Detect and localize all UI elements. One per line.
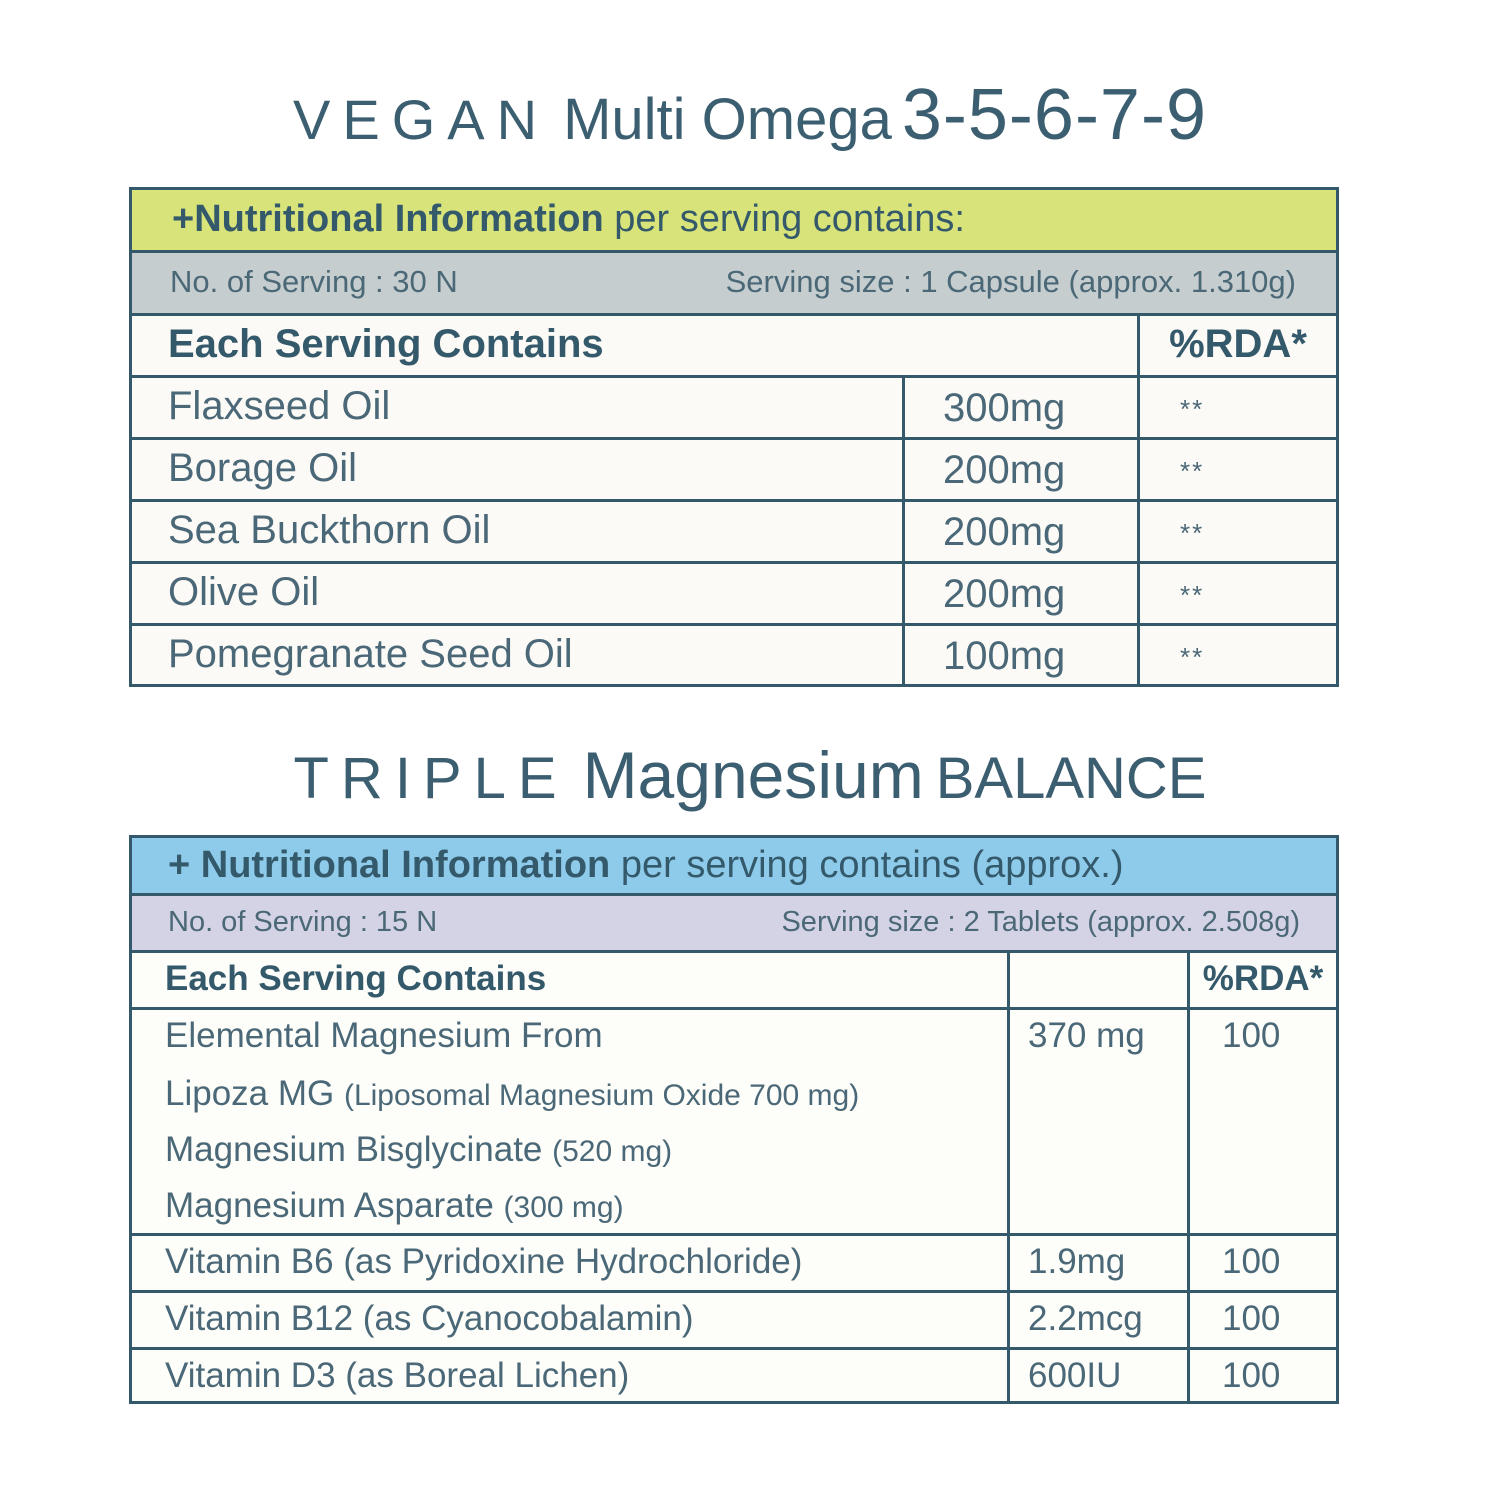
ingredient-name: Vitamin B12 (as Cyanocobalamin): [165, 1299, 694, 1338]
ingredient-amount: 300mg: [902, 378, 1137, 437]
table-row: Flaxseed Oil 300mg **: [132, 378, 1336, 440]
col-header-contains: Each Serving Contains: [165, 959, 547, 998]
product-title-magnesium: TRIPLE Magnesium BALANCE: [0, 730, 1500, 820]
ingredient-amount: 100mg: [902, 626, 1137, 687]
ingredient-rda: 100: [1187, 1010, 1336, 1233]
ingredient-name: Pomegranate Seed Oil: [168, 632, 573, 676]
ingredient-name: Olive Oil: [168, 570, 320, 614]
column-header-row: Each Serving Contains %RDA*: [132, 316, 1336, 378]
product-title-omega: VEGAN Multi Omega 3-5-6-7-9: [0, 70, 1500, 160]
ingredient-amount: 200mg: [902, 440, 1137, 499]
magnesium-line: Lipoza MG (Liposomal Magnesium Oxide 700…: [165, 1074, 860, 1113]
nutrition-header: + Nutritional Information per serving co…: [132, 838, 1336, 896]
table-row: Vitamin D3 (as Boreal Lichen) 600IU 100: [132, 1350, 1336, 1404]
table-row: Borage Oil 200mg **: [132, 440, 1336, 502]
ingredient-name: Vitamin D3 (as Boreal Lichen): [165, 1356, 630, 1395]
table-row: Pomegranate Seed Oil 100mg **: [132, 626, 1336, 687]
ingredient-rda: **: [1137, 626, 1336, 687]
ingredient-rda: **: [1137, 502, 1336, 561]
title-middle: Multi Omega: [563, 87, 892, 152]
ingredient-rda: 100: [1187, 1293, 1336, 1347]
table-row: Vitamin B12 (as Cyanocobalamin) 2.2mcg 1…: [132, 1293, 1336, 1350]
ingredient-amount: 370 mg: [1007, 1010, 1187, 1233]
ingredient-rda: **: [1137, 564, 1336, 623]
serving-info-bar: No. of Serving : 30 N Serving size : 1 C…: [132, 253, 1336, 316]
table-row: Sea Buckthorn Oil 200mg **: [132, 502, 1336, 564]
title-suffix: 3-5-6-7-9: [901, 75, 1207, 155]
serving-size: Serving size : 2 Tablets (approx. 2.508g…: [781, 906, 1300, 938]
nutrition-table-magnesium: + Nutritional Information per serving co…: [129, 835, 1339, 1404]
servings-count: No. of Serving : 15 N: [168, 906, 438, 938]
nutrition-header-bold: + Nutritional Information: [168, 844, 611, 886]
table-row: Olive Oil 200mg **: [132, 564, 1336, 626]
ingredient-amount: 2.2mcg: [1007, 1293, 1187, 1347]
servings-count: No. of Serving : 30 N: [170, 264, 458, 299]
nutrition-header-rest: per serving contains (approx.): [610, 844, 1124, 886]
magnesium-line: Elemental Magnesium From: [165, 1016, 603, 1055]
title-suffix: BALANCE: [935, 746, 1207, 811]
nutrition-header: +Nutritional Information per serving con…: [132, 190, 1336, 253]
title-middle: Magnesium: [582, 738, 924, 812]
ingredient-name: Vitamin B6 (as Pyridoxine Hydrochloride): [165, 1242, 803, 1281]
ingredient-name: Flaxseed Oil: [168, 384, 391, 428]
magnesium-sources: Elemental Magnesium From Lipoza MG (Lipo…: [165, 1010, 996, 1233]
title-prefix: TRIPLE: [293, 746, 569, 811]
column-header-row: Each Serving Contains %RDA*: [132, 953, 1336, 1010]
ingredient-name: Borage Oil: [168, 446, 357, 490]
col-header-amount: [1007, 953, 1187, 1007]
table-row: Vitamin B6 (as Pyridoxine Hydrochloride)…: [132, 1236, 1336, 1293]
title-prefix: VEGAN: [293, 88, 550, 151]
serving-info-bar: No. of Serving : 15 N Serving size : 2 T…: [132, 896, 1336, 953]
col-header-contains: Each Serving Contains: [168, 322, 604, 366]
ingredient-rda: 100: [1187, 1236, 1336, 1290]
nutrition-header-bold: +Nutritional Information: [172, 198, 604, 240]
ingredient-amount: 600IU: [1007, 1350, 1187, 1404]
ingredient-amount: 200mg: [902, 502, 1137, 561]
col-header-rda: %RDA*: [1137, 316, 1336, 375]
ingredient-rda: 100: [1187, 1350, 1336, 1404]
ingredient-amount: 200mg: [902, 564, 1137, 623]
ingredient-amount: 1.9mg: [1007, 1236, 1187, 1290]
ingredient-name: Sea Buckthorn Oil: [168, 508, 491, 552]
ingredient-rda: **: [1137, 440, 1336, 499]
magnesium-line: Magnesium Asparate (300 mg): [165, 1186, 624, 1225]
nutrition-header-rest: per serving contains:: [603, 198, 965, 240]
nutrition-table-omega: +Nutritional Information per serving con…: [129, 187, 1339, 687]
serving-size: Serving size : 1 Capsule (approx. 1.310g…: [725, 264, 1296, 299]
col-header-rda: %RDA*: [1187, 953, 1336, 1007]
table-row-magnesium: Elemental Magnesium From Lipoza MG (Lipo…: [132, 1010, 1336, 1236]
ingredient-rda: **: [1137, 378, 1336, 437]
magnesium-line: Magnesium Bisglycinate (520 mg): [165, 1130, 673, 1169]
